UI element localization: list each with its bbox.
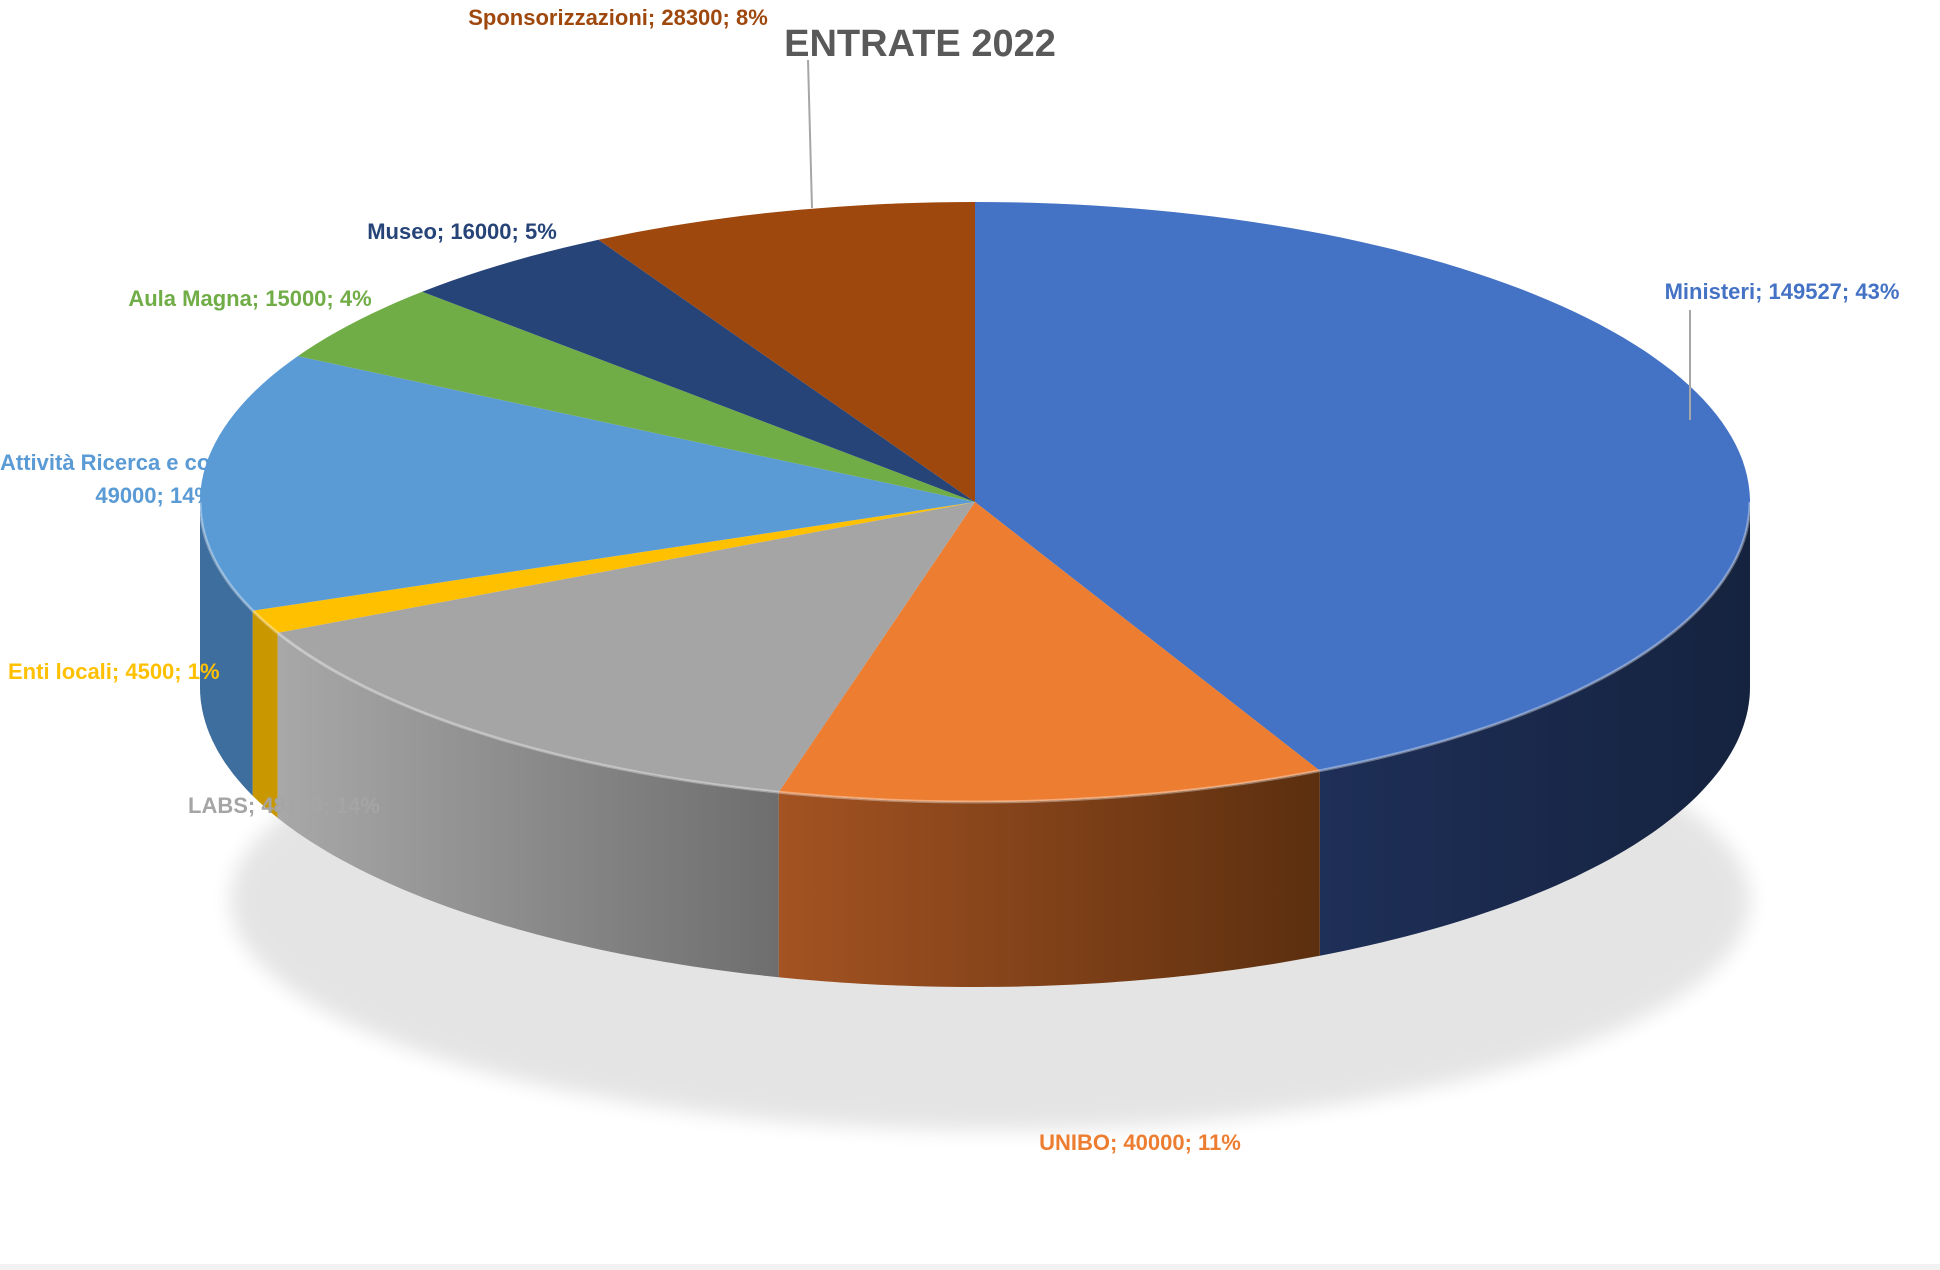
pie-side-labs [277, 632, 779, 978]
pie-slice-attivita-ricerca-e-con [200, 356, 975, 611]
pie-side-enti-locali [252, 610, 278, 818]
pie-tops [198, 202, 1752, 804]
pie-slice-labs [277, 502, 976, 793]
data-label-attivita-line2: 49000; 14% [95, 483, 214, 508]
pie-side-ministeri [1319, 502, 1750, 956]
pie-sides [200, 502, 1750, 987]
data-label-museo: Museo; 16000; 5% [367, 219, 557, 244]
data-label-attivita-line1: Attività Ricerca e con [0, 450, 224, 475]
data-label-aula-magna: Aula Magna; 15000; 4% [128, 286, 371, 311]
pie-slice-sponsorizzazioni [598, 202, 975, 502]
pie-slice-ministeri [975, 202, 1750, 771]
pie-slice-unibo [778, 502, 1320, 802]
leader-line-sponsorizzazioni [807, 59, 813, 209]
pie-slice-museo [422, 239, 975, 503]
data-label-ministeri: Ministeri; 149527; 43% [1665, 279, 1900, 304]
pie-side-unibo [778, 770, 1320, 987]
data-label-sponsorizzazioni: Sponsorizzazioni; 28300; 8% [468, 5, 768, 30]
pie-slice-aula-magna [297, 291, 975, 502]
pie-side-attivita-ricerca-e-con [200, 502, 253, 796]
pie-rim-highlight [198, 501, 1752, 804]
chart-title: ENTRATE 2022 [784, 23, 1056, 65]
data-label-enti-locali: Enti locali; 4500; 1% [8, 659, 220, 684]
pie-slice-enti-locali [252, 502, 976, 633]
data-label-labs: LABS; 48160; 14% [188, 793, 380, 818]
bottom-strip [0, 1264, 1940, 1270]
data-label-unibo: UNIBO; 40000; 11% [1039, 1130, 1241, 1155]
